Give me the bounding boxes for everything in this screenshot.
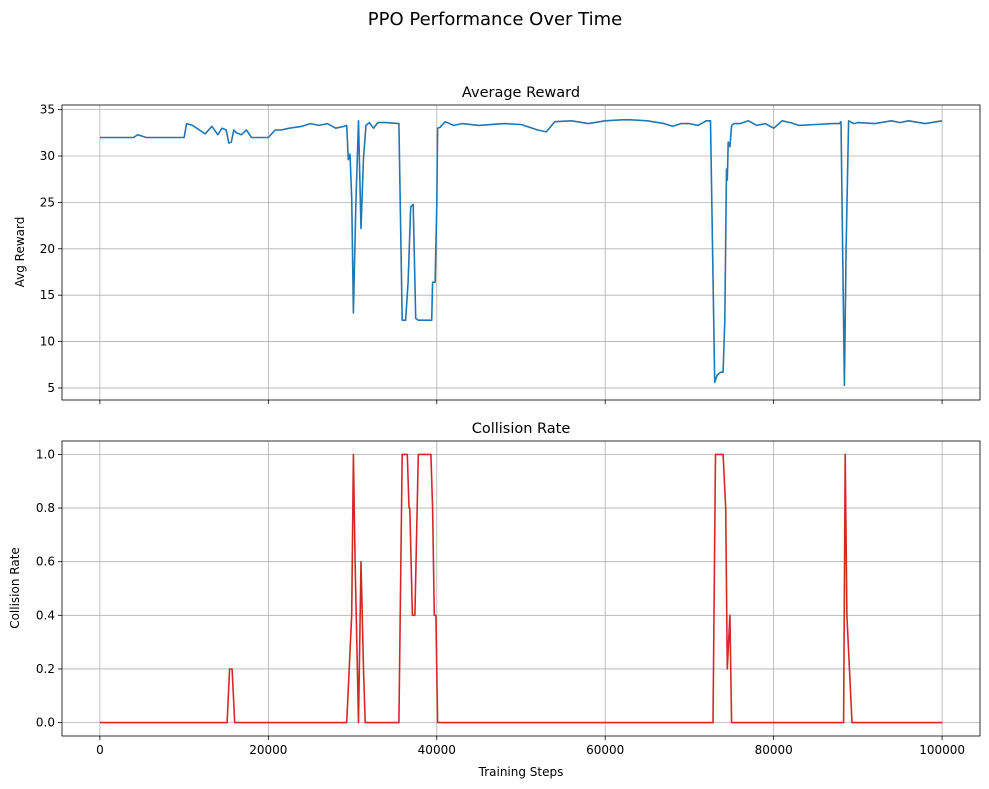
collision-x-tick-label: 0 [96, 743, 104, 757]
reward-y-tick-label: 25 [40, 195, 55, 209]
reward-y-tick-label: 10 [40, 335, 55, 349]
collision-x-tick-label: 60000 [586, 743, 624, 757]
reward-y-tick-label: 15 [40, 288, 55, 302]
collision-x-tick-label: 80000 [755, 743, 793, 757]
reward-y-tick-label: 35 [40, 103, 55, 117]
collision-x-tick-label: 40000 [418, 743, 456, 757]
reward-chart-title: Average Reward [462, 85, 580, 101]
reward-y-axis-label: Avg Reward [13, 217, 27, 288]
reward-plot-frame [61, 104, 981, 401]
collision-y-tick-label: 0.4 [36, 608, 55, 622]
reward-y-tick-label: 30 [40, 149, 55, 163]
collision-y-tick-label: 0.0 [36, 716, 55, 730]
collision-x-tick-label: 20000 [249, 743, 287, 757]
collision-y-tick-label: 0.8 [36, 501, 55, 515]
collision-series-line [99, 453, 943, 724]
reward-y-tick-label: 20 [40, 242, 55, 256]
collision-chart-title: Collision Rate [472, 421, 571, 437]
figure-title: PPO Performance Over Time [368, 9, 622, 30]
reward-y-tick-label: 5 [47, 381, 55, 395]
collision-panel: 0 20000 40000 60000 80000 100000 0.0 0.2 0.4 0.6 0… [8, 421, 981, 779]
collision-y-tick-label: 0.6 [36, 555, 55, 569]
collision-x-tick-label: 100000 [919, 743, 965, 757]
collision-y-tick-label: 0.2 [36, 662, 55, 676]
collision-y-tick-label: 1.0 [36, 447, 55, 461]
collision-plot-frame [61, 440, 981, 737]
reward-panel: 5 10 15 20 25 30 35 Average Reward Avg Reward [13, 85, 981, 404]
x-axis-label: Training Steps [478, 765, 564, 779]
reward-series-line [99, 119, 943, 387]
collision-y-axis-label: Collision Rate [8, 547, 22, 629]
